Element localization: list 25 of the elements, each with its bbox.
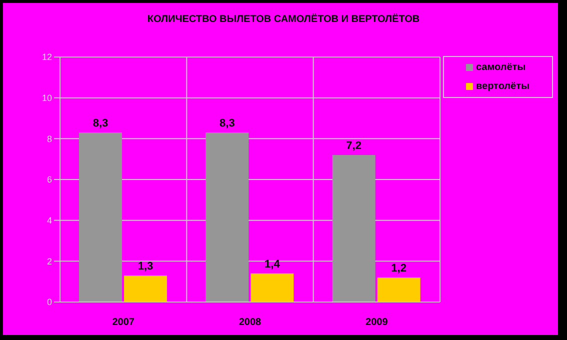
bar <box>377 278 420 302</box>
bar <box>124 275 167 302</box>
y-tick-label: 8 <box>46 134 52 144</box>
x-tick-label: 2008 <box>238 317 262 328</box>
y-tick-label: 12 <box>42 52 52 62</box>
data-label: 1,3 <box>138 260 154 272</box>
data-label: 8,3 <box>92 118 108 130</box>
bar <box>332 155 376 302</box>
data-label: 1,2 <box>391 262 406 274</box>
legend-label: вертолёты <box>476 81 530 92</box>
chart-title: КОЛИЧЕСТВО ВЫЛЕТОВ САМОЛЁТОВ И ВЕРТОЛЁТОВ <box>146 14 421 25</box>
y-tick-label: 2 <box>46 256 52 266</box>
x-tick-label: 2009 <box>366 317 388 328</box>
y-tick-label: 10 <box>42 93 52 104</box>
data-label: 1,4 <box>264 258 281 270</box>
bar <box>250 273 294 302</box>
data-label: 7,2 <box>346 140 362 152</box>
y-tick-label: 6 <box>46 174 52 185</box>
legend-label: самолёты <box>476 62 526 73</box>
y-tick-label: 4 <box>46 216 52 226</box>
bar <box>206 132 249 302</box>
bar <box>79 132 122 302</box>
x-tick-label: 2007 <box>112 317 135 328</box>
y-tick-label: 0 <box>46 297 52 308</box>
data-label: 8,3 <box>220 118 235 130</box>
